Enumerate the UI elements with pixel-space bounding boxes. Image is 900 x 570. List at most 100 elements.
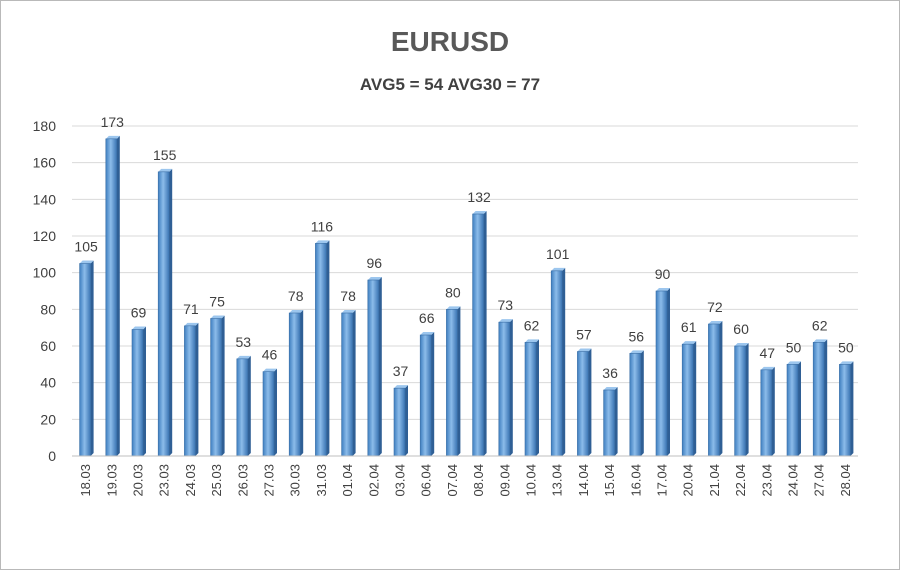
bar-group: 155 [153,147,177,457]
bar [472,213,484,457]
bar-side [562,267,566,456]
bar-group: 73 [498,297,513,457]
bar-side [719,321,723,456]
bar-side [143,326,146,456]
y-tick-label: 60 [40,338,56,354]
bar [131,329,144,457]
bar [419,334,432,457]
data-label: 50 [786,339,802,355]
bar-side [798,361,801,456]
x-tick-label: 23.03 [157,464,172,497]
bar-side [850,361,854,456]
bar-top [472,211,487,214]
bar-top [551,267,566,271]
bar-top [525,339,539,343]
data-label: 60 [733,321,749,337]
bar-side [116,135,120,457]
x-tick-label: 13.04 [550,464,565,497]
x-tick-label: 03.04 [393,464,408,497]
x-tick-label: 18.03 [78,464,93,497]
bar-group: 62 [812,317,828,457]
bar-group: 66 [419,310,435,457]
bar-group: 78 [288,288,304,457]
data-label: 57 [576,327,592,343]
bar [524,342,537,457]
data-label: 105 [74,239,98,255]
axes: 0 20 40 60 80 100 120 140 160 180 18.03 19.03 20.03 2… [33,118,858,497]
bar-group: 69 [131,305,146,457]
data-label: 53 [236,334,252,350]
bar-top [341,310,356,313]
bar-side [195,322,199,456]
bar-side [745,343,749,456]
bar-group: 78 [340,288,356,457]
data-label: 71 [183,301,199,317]
x-tick-label: 27.04 [812,464,827,497]
bar-group: 75 [209,294,225,457]
bar-side [326,240,330,456]
bar-side [483,211,487,456]
bar-side [300,310,304,456]
bar-group: 173 [101,114,124,457]
bar-top [839,361,854,365]
bar-top [498,319,513,323]
bar-group: 36 [602,365,618,457]
data-label: 62 [812,317,828,333]
bar-top [394,385,408,389]
data-label: 37 [393,363,409,379]
bar-group: 47 [760,345,775,457]
gridlines [72,125,858,457]
data-label: 62 [524,317,540,333]
bar-side [169,168,173,457]
bar [629,353,642,457]
data-label: 155 [153,147,177,163]
bar [577,351,589,457]
bar-group: 105 [74,239,98,457]
bar-side [247,355,251,456]
data-label: 80 [445,284,461,300]
bar-top [577,348,592,352]
bar-side [274,368,277,456]
bar-side [509,319,513,456]
bar-top [79,260,94,264]
x-tick-label: 17.04 [655,464,670,497]
data-label: 36 [602,365,618,381]
y-tick-label: 180 [33,118,57,134]
x-tick-label: 10.04 [524,464,539,497]
bar-group: 62 [524,317,540,457]
bar-top [105,135,120,139]
x-tick-label: 22.04 [733,464,748,497]
bar-side [771,366,775,456]
x-tick-label: 25.03 [209,464,224,497]
y-tick-label: 140 [33,191,57,207]
bar-side [90,260,94,456]
bar [498,321,511,457]
x-tick-label: 24.04 [786,464,801,497]
bar [681,343,694,457]
bar [105,138,118,457]
bar-top [420,332,435,335]
bar-group: 96 [367,255,382,457]
bar [734,345,746,457]
bar [288,312,301,457]
bar-side [405,385,408,456]
data-label: 90 [655,266,671,282]
bar-side [614,387,618,456]
bar-group: 60 [733,321,749,457]
x-tick-label: 06.04 [419,464,434,497]
x-tick-label: 26.03 [235,464,250,497]
bar-side [431,332,435,456]
bar [262,371,275,457]
bar-group: 116 [311,218,333,457]
bar-group: 61 [681,319,697,457]
x-tick-label: 24.03 [183,464,198,497]
bar [446,309,458,457]
bar [760,369,773,457]
bar [603,389,615,457]
bar [367,279,380,457]
bar-top [289,310,304,313]
bar [655,290,668,457]
bar-side [352,310,356,456]
data-label: 46 [262,347,278,363]
